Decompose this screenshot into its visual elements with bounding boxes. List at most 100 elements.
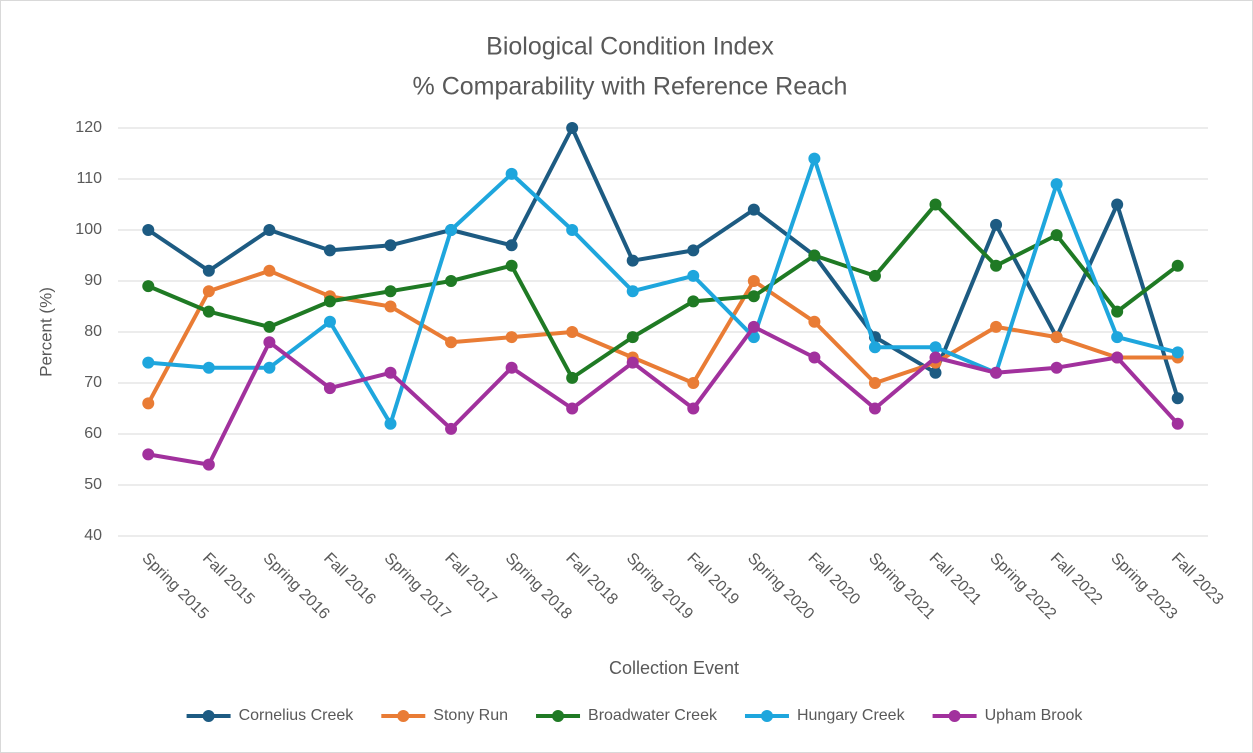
chart-title: Biological Condition Index xyxy=(486,33,774,61)
legend-marker xyxy=(552,710,565,722)
legend-marker xyxy=(948,710,961,722)
data-point xyxy=(626,356,639,369)
data-point xyxy=(1050,361,1063,374)
data-point xyxy=(929,341,942,354)
legend-label: Hungary Creek xyxy=(797,707,906,724)
data-point xyxy=(263,224,276,236)
data-point xyxy=(687,244,700,257)
data-point xyxy=(142,397,155,410)
legend-label: Upham Brook xyxy=(985,707,1084,724)
y-tick-label: 80 xyxy=(84,323,102,340)
data-point xyxy=(868,402,881,415)
data-point xyxy=(929,351,942,364)
data-point xyxy=(323,315,336,328)
data-point xyxy=(929,198,942,211)
data-point xyxy=(1050,331,1063,344)
y-tick-label: 90 xyxy=(84,272,102,289)
data-point xyxy=(929,366,942,379)
data-point xyxy=(747,203,760,216)
data-point xyxy=(445,224,458,236)
legend: Cornelius Creek Stony Run Broadwater Creek… xyxy=(186,707,1084,724)
data-point xyxy=(687,269,700,282)
data-point xyxy=(202,264,215,277)
data-point xyxy=(626,254,639,267)
data-point xyxy=(687,377,700,389)
data-point xyxy=(990,320,1003,333)
legend-label: Broadwater Creek xyxy=(588,707,718,724)
data-point xyxy=(202,305,215,318)
data-point xyxy=(566,326,579,338)
data-point xyxy=(142,356,155,369)
data-point xyxy=(990,259,1003,272)
data-point xyxy=(263,264,276,277)
data-point xyxy=(505,361,518,374)
series-line xyxy=(147,324,1180,467)
data-point xyxy=(747,290,760,303)
data-point xyxy=(202,361,215,374)
data-point xyxy=(202,458,215,471)
data-point xyxy=(505,167,518,180)
data-point xyxy=(263,320,276,333)
data-point xyxy=(202,285,215,298)
data-point xyxy=(808,315,821,328)
y-tick-label: 120 xyxy=(75,119,102,136)
data-point xyxy=(566,371,579,384)
data-point xyxy=(142,448,155,461)
data-point xyxy=(323,295,336,308)
data-point xyxy=(1171,346,1184,359)
legend-marker xyxy=(202,710,215,722)
data-point xyxy=(687,402,700,415)
data-point xyxy=(445,336,458,349)
legend-label: Stony Run xyxy=(433,707,508,724)
data-point xyxy=(1171,392,1184,405)
data-point xyxy=(808,249,821,262)
data-point xyxy=(384,417,397,430)
data-point xyxy=(1171,259,1184,272)
data-point xyxy=(1050,229,1063,242)
legend-marker xyxy=(760,710,773,722)
data-point xyxy=(747,275,760,287)
data-point xyxy=(687,295,700,308)
series-line xyxy=(146,268,1178,405)
data-point xyxy=(1171,417,1184,430)
data-point xyxy=(1111,331,1124,344)
data-point xyxy=(505,239,518,252)
chart-subtitle: % Comparability with Reference Reach xyxy=(413,73,848,101)
data-point xyxy=(263,361,276,374)
y-axis-label: Percent (%) xyxy=(36,287,55,377)
data-point xyxy=(566,122,579,134)
data-point xyxy=(868,377,881,389)
data-point xyxy=(566,402,579,415)
data-point xyxy=(1111,305,1124,318)
data-point xyxy=(142,224,155,236)
data-point xyxy=(505,259,518,272)
x-axis-label: Collection Event xyxy=(609,658,739,678)
data-point xyxy=(808,152,821,165)
data-point xyxy=(990,366,1003,379)
data-point xyxy=(990,218,1003,231)
data-point xyxy=(747,320,760,333)
data-point xyxy=(323,244,336,257)
data-point xyxy=(445,422,458,435)
data-point xyxy=(566,224,579,236)
legend-label: Cornelius Creek xyxy=(239,707,355,724)
y-tick-label: 60 xyxy=(84,425,102,442)
series-line xyxy=(148,156,1179,426)
y-tick-label: 70 xyxy=(84,374,102,391)
y-tick-label: 40 xyxy=(84,527,102,544)
data-point xyxy=(868,341,881,354)
data-point xyxy=(868,269,881,282)
data-point xyxy=(808,351,821,364)
legend-marker xyxy=(397,710,410,722)
data-point xyxy=(505,331,518,344)
data-point xyxy=(142,280,155,293)
data-point xyxy=(1111,351,1124,364)
y-tick-label: 100 xyxy=(75,221,102,238)
data-point xyxy=(445,275,458,287)
data-point xyxy=(384,285,397,298)
series-line xyxy=(147,126,1180,399)
y-tick-label: 50 xyxy=(84,476,102,493)
data-point xyxy=(1111,198,1124,211)
